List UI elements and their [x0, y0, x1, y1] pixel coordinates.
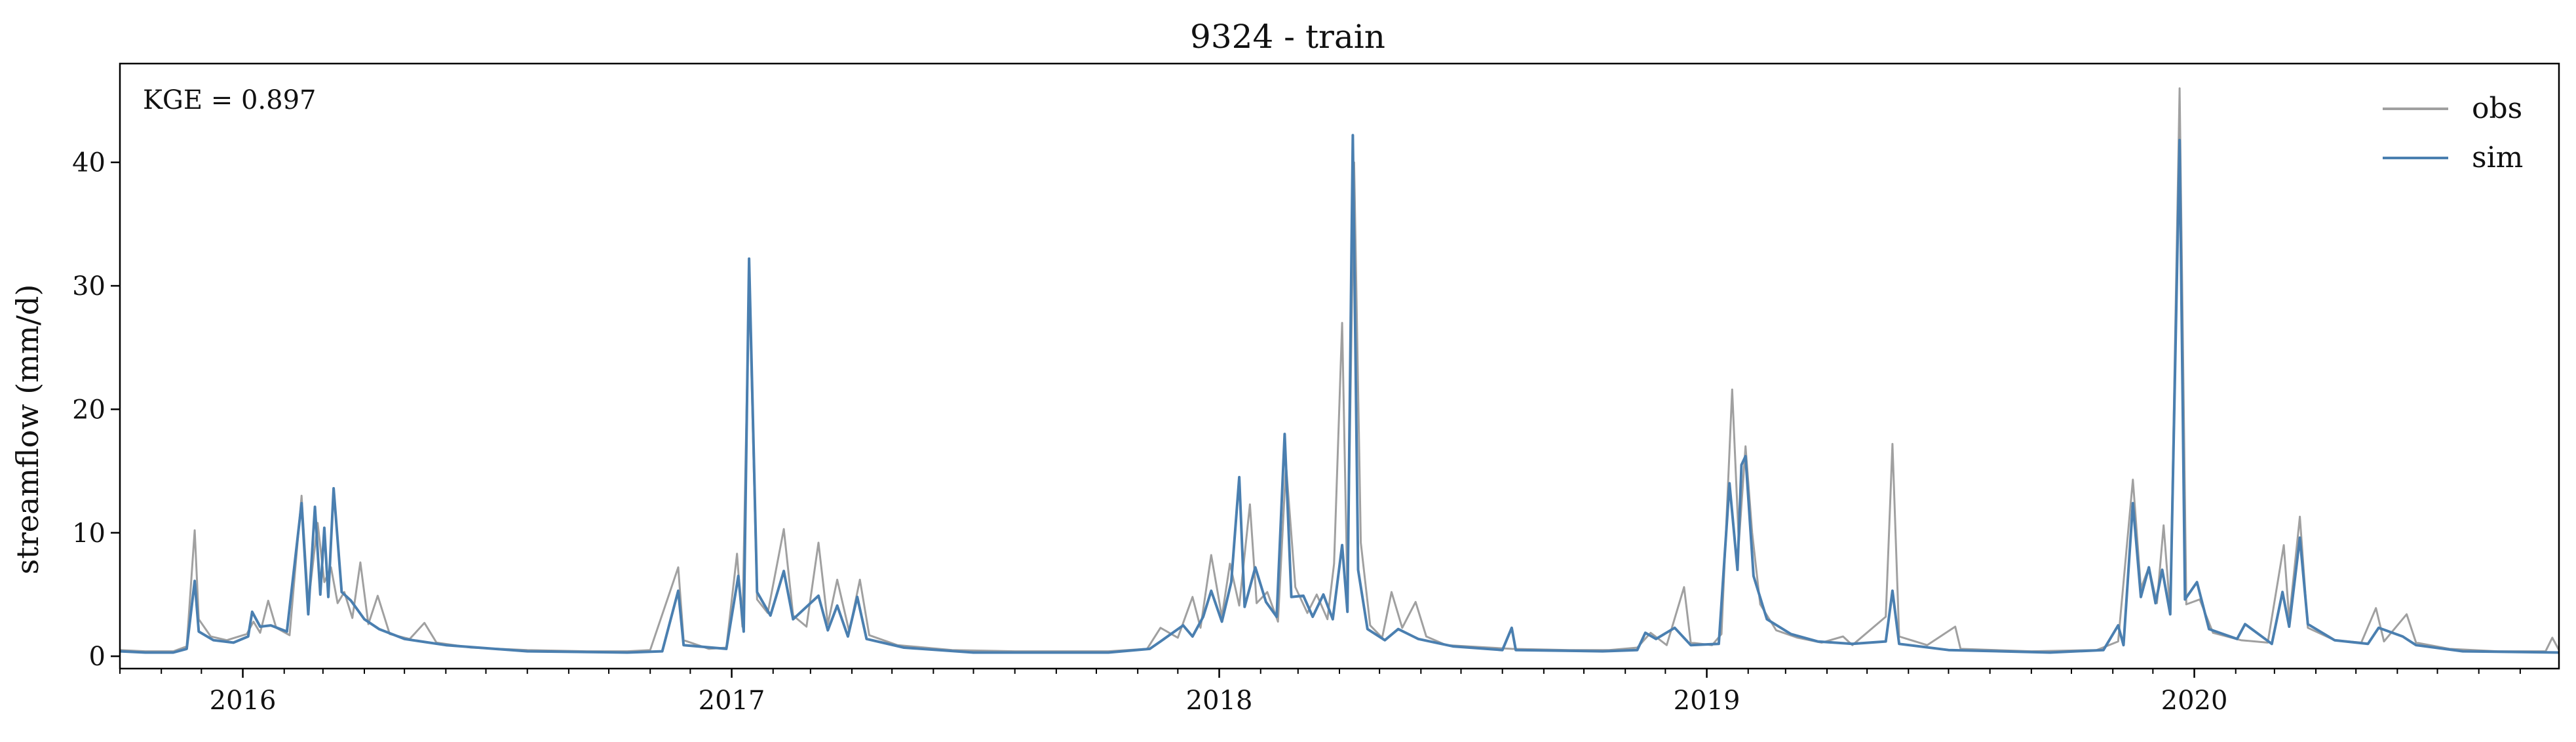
y-axis: 0 10 20 30 40 [72, 148, 120, 672]
plot-area: 0 10 20 30 40 2016 2017 2018 2019 2020 [72, 62, 2560, 716]
x-tick-label: 2020 [2161, 686, 2228, 716]
legend-label-sim: sim [2472, 141, 2523, 174]
x-tick-label: 2017 [699, 686, 765, 716]
series-layer [119, 87, 2560, 654]
y-tick-label: 10 [72, 518, 106, 549]
y-axis-label: streamflow (mm/d) [10, 284, 45, 575]
x-tick-label: 2018 [1186, 686, 1253, 716]
y-tick-label: 30 [72, 271, 106, 302]
x-tick-label: 2016 [210, 686, 277, 716]
legend-label-obs: obs [2472, 92, 2522, 125]
y-tick-label: 40 [72, 148, 106, 178]
kge-annotation: KGE = 0.897 [143, 85, 317, 115]
x-axis: 2016 2017 2018 2019 2020 [119, 669, 2521, 716]
legend: obs sim [2383, 92, 2523, 174]
x-tick-label: 2019 [1674, 686, 1740, 716]
chart-title: 9324 - train [1190, 18, 1385, 56]
y-tick-label: 20 [72, 395, 106, 425]
series-line-sim [119, 134, 2560, 654]
y-tick-label: 0 [89, 642, 106, 672]
